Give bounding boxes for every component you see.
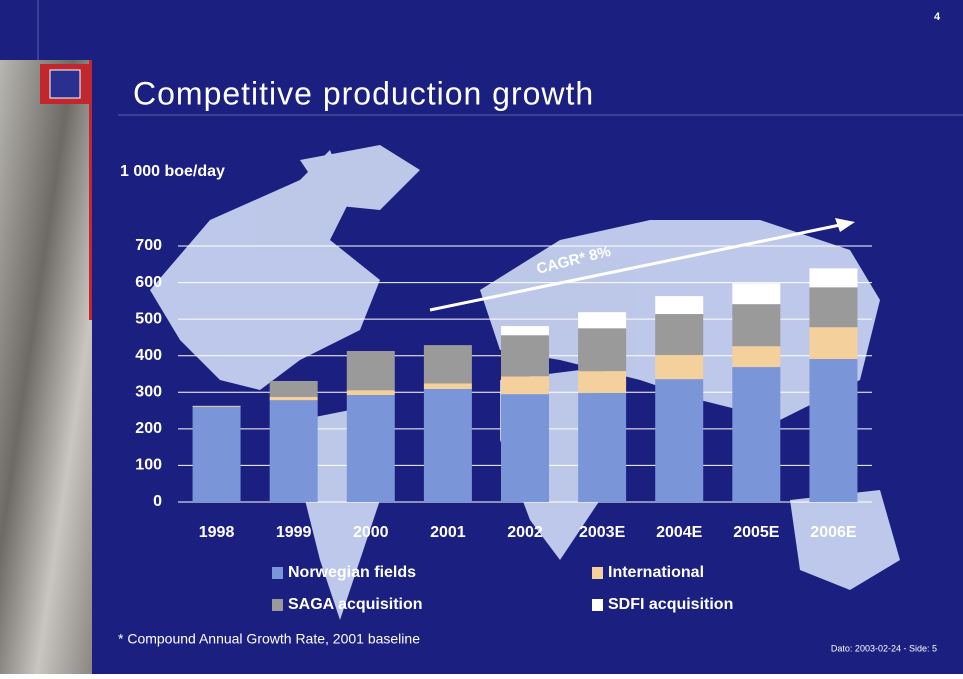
side-image bbox=[0, 60, 92, 674]
bar-segment bbox=[578, 371, 627, 394]
bar-segment bbox=[501, 376, 549, 395]
bar-segment bbox=[501, 394, 549, 502]
footer: Dato: 2003-02-24 - Side: 5 bbox=[831, 643, 937, 653]
legend-swatch bbox=[592, 567, 603, 579]
slide-title: Competitive production growth bbox=[133, 75, 594, 111]
x-tick-label: 2003E bbox=[579, 524, 626, 541]
footnote: * Compound Annual Growth Rate, 2001 base… bbox=[118, 631, 420, 647]
legend-swatch bbox=[592, 599, 603, 611]
bar-segment bbox=[578, 393, 627, 502]
x-tick-label: 1999 bbox=[276, 524, 312, 541]
bar-segment bbox=[809, 287, 858, 328]
legend-label: SDFI acquisition bbox=[608, 596, 733, 613]
legend-label: Norwegian fields bbox=[288, 564, 416, 581]
bar-segment bbox=[346, 395, 395, 502]
bar-segment bbox=[501, 326, 549, 336]
bar-segment bbox=[655, 296, 704, 315]
legend-label: SAGA acquisition bbox=[288, 596, 423, 613]
y-tick-label: 100 bbox=[135, 457, 162, 474]
bar-segment bbox=[732, 304, 781, 347]
bar-segment bbox=[269, 400, 318, 502]
bar-segment bbox=[809, 268, 858, 288]
bar-segment bbox=[578, 328, 627, 372]
bar-segment bbox=[655, 379, 704, 502]
y-tick-label: 400 bbox=[135, 347, 162, 364]
logo-mark bbox=[49, 69, 81, 99]
bar-segment bbox=[192, 405, 241, 407]
bar-segment bbox=[809, 359, 858, 502]
x-tick-label: 2001 bbox=[430, 524, 466, 541]
y-tick-label: 500 bbox=[135, 310, 162, 327]
y-axis-label: 1 000 boe/day bbox=[120, 163, 225, 180]
legend-swatch bbox=[272, 599, 283, 611]
x-tick-label: 2006E bbox=[810, 524, 857, 541]
bar-segment bbox=[809, 327, 858, 360]
bar-segment bbox=[578, 312, 627, 329]
x-tick-label: 2005E bbox=[733, 524, 780, 541]
bar-segment bbox=[346, 350, 395, 391]
accent-bar bbox=[89, 60, 92, 320]
bar-segment bbox=[655, 354, 704, 380]
bar-segment bbox=[423, 383, 472, 389]
bar-segment bbox=[423, 388, 472, 502]
bar-segment bbox=[732, 346, 781, 368]
bar-segment bbox=[192, 406, 241, 502]
y-tick-label: 200 bbox=[135, 420, 162, 437]
y-tick-label: 0 bbox=[153, 493, 162, 510]
bar-segment bbox=[269, 396, 318, 401]
bar-segment bbox=[732, 367, 781, 502]
x-tick-label: 1998 bbox=[199, 524, 235, 541]
arrow-head bbox=[835, 218, 855, 232]
y-tick-label: 300 bbox=[135, 384, 162, 401]
x-tick-label: 2002 bbox=[507, 524, 543, 541]
legend-swatch bbox=[272, 567, 283, 579]
page-number: 4 bbox=[934, 11, 941, 23]
bar-segment bbox=[346, 390, 395, 396]
legend-label: International bbox=[608, 564, 704, 581]
y-tick-label: 600 bbox=[135, 274, 162, 291]
bar-segment bbox=[423, 345, 472, 384]
bar-segment bbox=[732, 283, 781, 305]
x-tick-label: 2004E bbox=[656, 524, 703, 541]
x-tick-label: 2000 bbox=[353, 524, 389, 541]
trend-arrow bbox=[429, 223, 841, 312]
y-tick-label: 700 bbox=[135, 237, 162, 254]
bar-segment bbox=[655, 314, 704, 355]
bar-segment bbox=[501, 335, 549, 377]
bar-segment bbox=[269, 380, 318, 397]
